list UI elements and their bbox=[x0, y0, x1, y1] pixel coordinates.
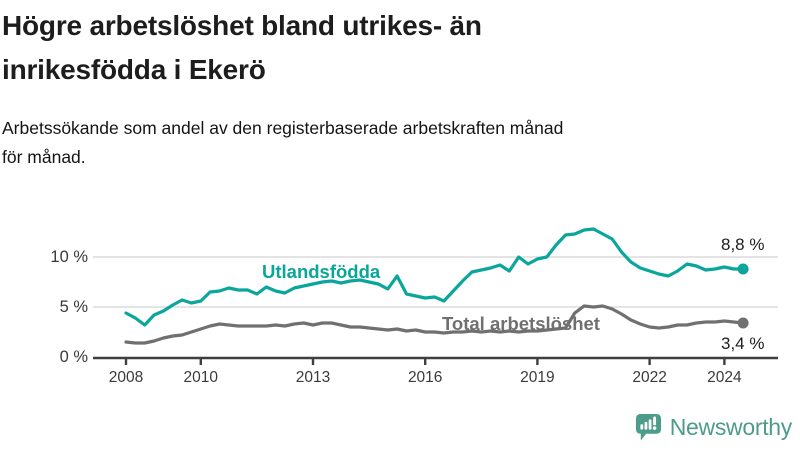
series-label-total-arbetsloshet: Total arbetslöshet bbox=[442, 313, 600, 334]
x-axis-tick-label: 2013 bbox=[295, 369, 331, 386]
x-axis-tick-label: 2010 bbox=[183, 369, 219, 386]
x-axis-tick-label: 2008 bbox=[108, 369, 144, 386]
newsworthy-speech-bubble-chart-icon bbox=[635, 413, 661, 441]
x-axis-tick-label: 2016 bbox=[407, 369, 443, 386]
x-axis-tick-label: 2024 bbox=[707, 369, 742, 386]
page-title: Högre arbetslöshet bland utrikes- än inr… bbox=[2, 4, 742, 92]
y-axis-tick-label: 10 % bbox=[50, 248, 88, 266]
chart-subtitle: Arbetssökande som andel av den registerb… bbox=[2, 114, 782, 172]
y-axis-tick-label: 0 % bbox=[59, 348, 88, 366]
page-title-line1: Högre arbetslöshet bland utrikes- än bbox=[2, 10, 482, 41]
series-end-dot-total-arbetsloshet bbox=[737, 317, 749, 329]
newsworthy-wordmark: Newsworthy bbox=[669, 414, 793, 440]
chart-subtitle-line2: för månad. bbox=[2, 147, 86, 167]
series-end-dot-utlandsfodda bbox=[737, 263, 749, 275]
end-value-label-utlandsfodda: 8,8 % bbox=[721, 235, 765, 254]
y-axis-tick-label: 5 % bbox=[59, 298, 88, 316]
chart-subtitle-line1: Arbetssökande som andel av den registerb… bbox=[2, 118, 564, 138]
x-axis-tick-label: 2022 bbox=[632, 369, 667, 386]
x-axis-tick-label: 2019 bbox=[520, 369, 555, 386]
series-line-utlandsfodda bbox=[124, 227, 745, 327]
page-title-line2: inrikesfödda i Ekerö bbox=[2, 54, 266, 85]
end-value-label-total-arbetsloshet: 3,4 % bbox=[721, 334, 765, 353]
series-line-total-arbetsloshet bbox=[124, 304, 745, 345]
series-label-utlandsfodda: Utlandsfödda bbox=[262, 261, 381, 282]
newsworthy-logo[interactable]: Newsworthy bbox=[634, 412, 792, 443]
